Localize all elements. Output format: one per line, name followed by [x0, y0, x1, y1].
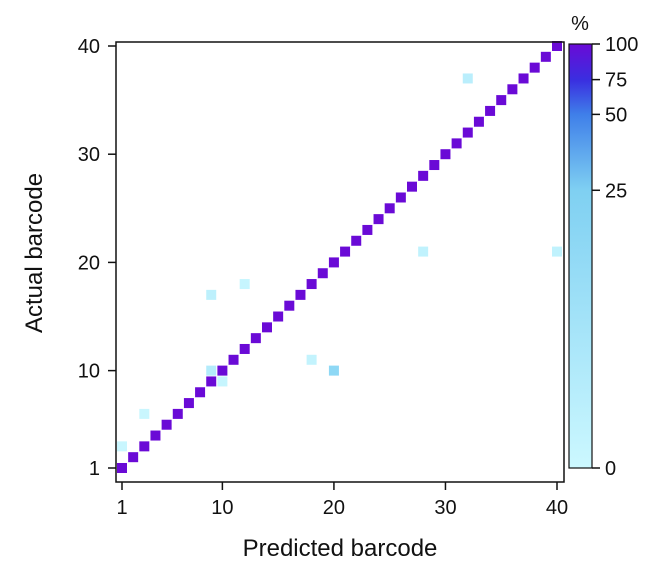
heatmap-cell-diagonal: [473, 116, 484, 127]
heatmap-cell-diagonal: [429, 160, 440, 171]
heatmap-cell-diagonal: [373, 214, 384, 225]
heatmap-cell-diagonal: [518, 73, 529, 84]
heatmap-cell-diagonal: [195, 387, 206, 398]
x-axis-title: Predicted barcode: [243, 535, 438, 562]
heatmap-cell-diagonal: [418, 170, 429, 181]
heatmap-cell: [462, 73, 473, 84]
heatmap-cell: [206, 365, 217, 376]
heatmap-cell-diagonal: [228, 354, 239, 365]
y-tick-label: 1: [89, 458, 100, 480]
heatmap-cell-diagonal: [295, 289, 306, 300]
heatmap-cell: [117, 441, 127, 452]
y-axis: 1 10 20 30 40: [78, 36, 116, 480]
heatmap-cell-diagonal: [451, 138, 462, 149]
x-tick-label: 10: [211, 497, 233, 519]
heatmap-cell-diagonal: [529, 62, 540, 73]
heatmap-cell-diagonal: [462, 127, 473, 138]
heatmap-cell-diagonal: [150, 430, 161, 441]
heatmap-cell-diagonal: [552, 41, 562, 51]
x-tick-label: 1: [116, 497, 127, 519]
y-tick-label: 40: [78, 36, 100, 58]
heatmap-cell: [239, 279, 250, 290]
colorbar-tick-label: 50: [605, 104, 627, 126]
heatmap-cell-diagonal: [128, 452, 139, 463]
heatmap-cell-diagonal: [340, 246, 351, 257]
heatmap-cell-diagonal: [273, 311, 284, 322]
heatmap-cell-diagonal: [139, 441, 150, 452]
y-tick-label: 30: [78, 144, 100, 166]
heatmap-cell-diagonal: [262, 322, 272, 333]
x-tick-label: 30: [434, 497, 456, 519]
colorbar-label: %: [571, 13, 589, 35]
heatmap-cell-diagonal: [395, 192, 406, 203]
heatmap-cell-diagonal: [117, 463, 127, 473]
x-tick-label: 40: [546, 497, 568, 519]
heatmap-cell: [206, 289, 217, 300]
colorbar: 0 25 50 75 100 %: [568, 13, 638, 480]
y-tick-label: 10: [78, 361, 100, 383]
y-axis-title: Actual barcode: [21, 173, 48, 333]
heatmap-cell-diagonal: [284, 300, 295, 311]
heatmap-cell-diagonal: [206, 376, 217, 387]
colorbar-ticks: 0 25 50 75 100: [592, 34, 638, 480]
plot-cells: [117, 41, 562, 473]
heatmap-cell-diagonal: [183, 398, 194, 409]
heatmap-cell: [217, 376, 228, 387]
x-axis: 1 10 20 30 40: [116, 482, 568, 519]
heatmap-cell-diagonal: [328, 257, 339, 268]
heatmap-cell-diagonal: [507, 84, 518, 95]
heatmap-cell: [552, 246, 562, 257]
heatmap-cell-diagonal: [250, 333, 261, 344]
heatmap-cell-diagonal: [362, 224, 373, 235]
heatmap-cell-diagonal: [407, 181, 417, 192]
heatmap-cell-diagonal: [384, 203, 395, 214]
heatmap-cell-diagonal: [496, 95, 507, 106]
heatmap-cell: [139, 408, 150, 419]
heatmap-cell: [328, 365, 339, 376]
heatmap-cell-diagonal: [161, 419, 172, 430]
heatmap-cell-diagonal: [485, 105, 496, 116]
x-tick-label: 20: [323, 497, 345, 519]
heatmap-cell: [306, 354, 317, 365]
colorbar-tick-label: 0: [605, 458, 616, 480]
heatmap-cell-diagonal: [239, 343, 250, 354]
heatmap-cell-diagonal: [172, 408, 183, 419]
plot-frame: [115, 41, 565, 483]
y-tick-label: 20: [78, 252, 100, 274]
heatmap-cell-diagonal: [351, 235, 362, 246]
colorbar-tick-label: 75: [605, 70, 627, 92]
heatmap-cell: [418, 246, 429, 257]
heatmap-cell-diagonal: [440, 149, 451, 160]
heatmap-cell-diagonal: [540, 51, 551, 62]
heatmap-cell-diagonal: [317, 268, 328, 279]
colorbar-gradient: [568, 43, 593, 469]
heatmap-cell-diagonal: [217, 365, 228, 376]
colorbar-tick-label: 100: [605, 34, 638, 56]
heatmap-cell-diagonal: [306, 279, 317, 290]
colorbar-tick-label: 25: [605, 180, 627, 202]
